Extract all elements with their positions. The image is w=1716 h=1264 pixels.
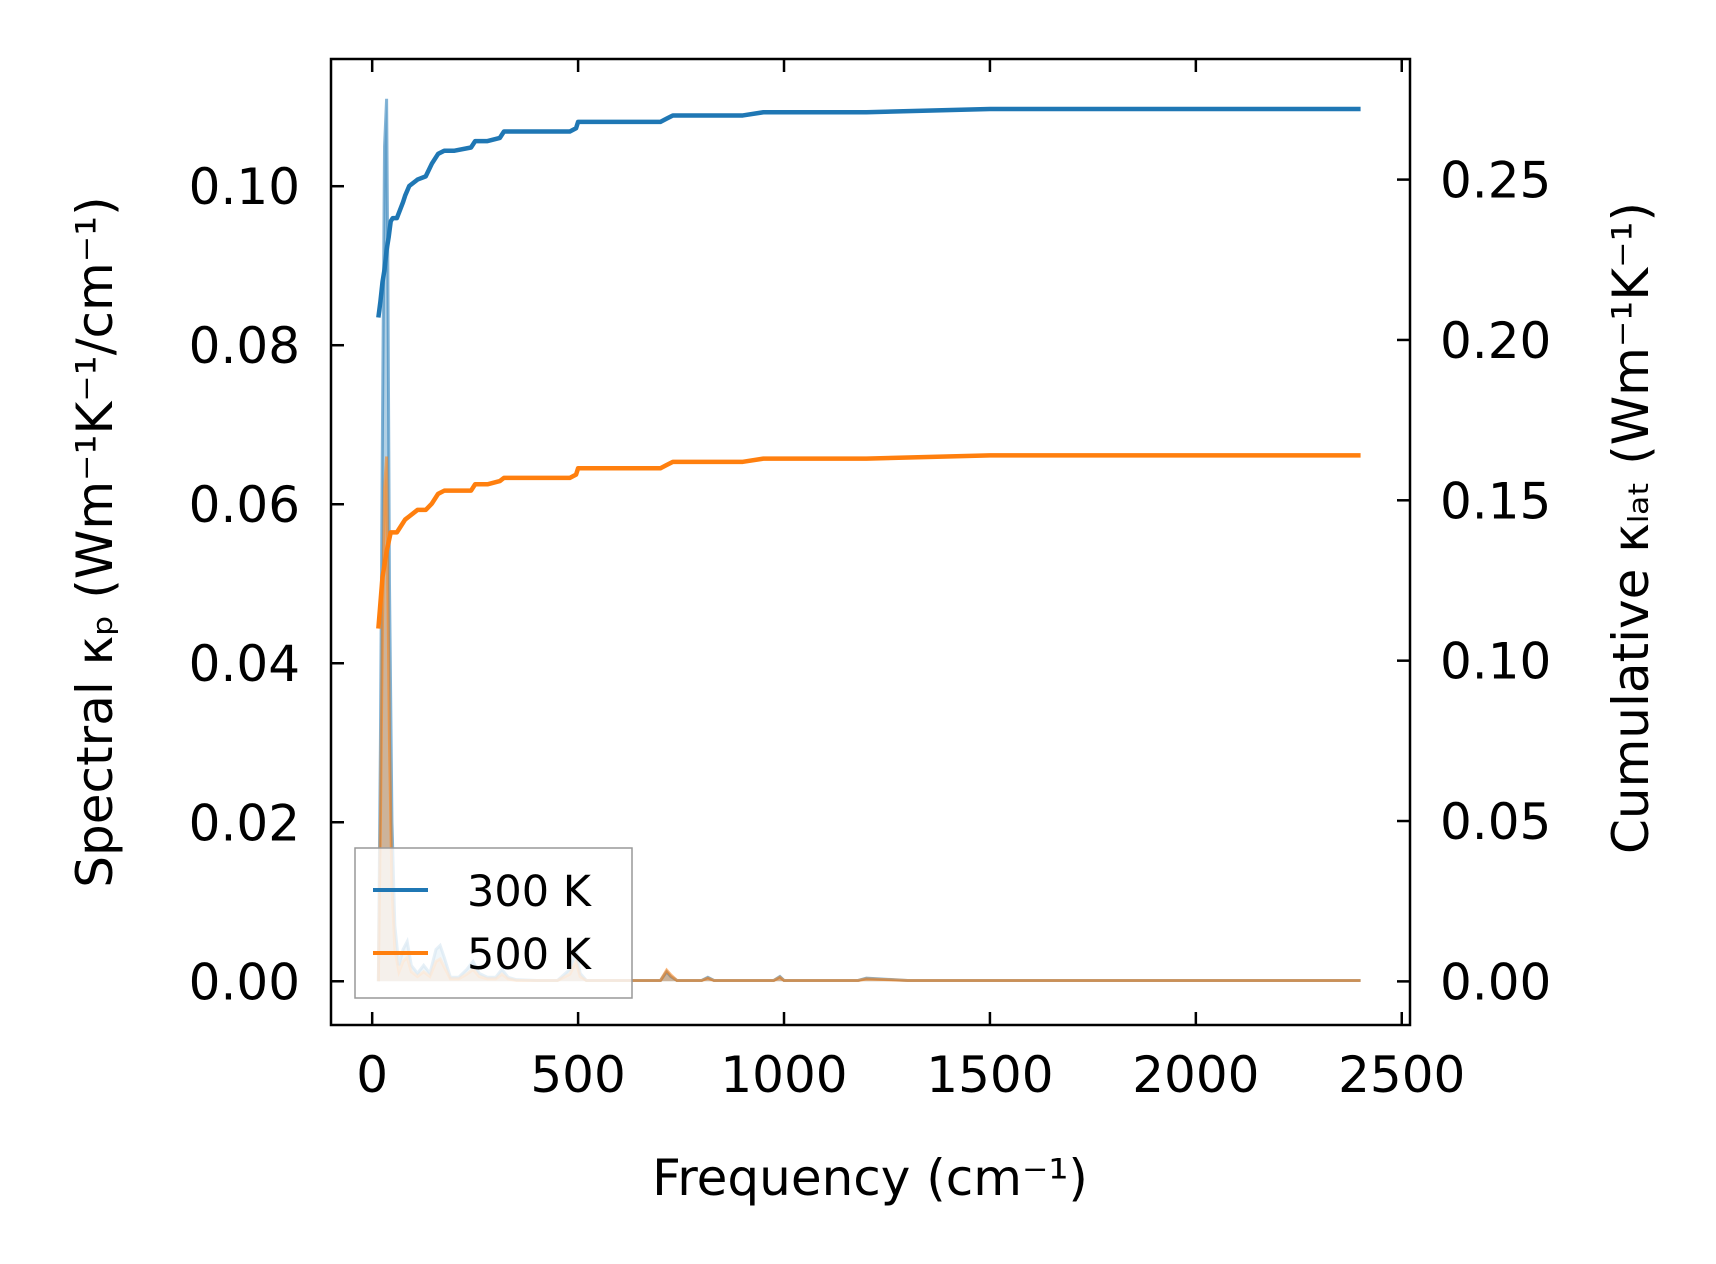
x-tick-label: 1500 <box>926 1046 1053 1104</box>
y-right-tick-label: 0.20 <box>1440 312 1551 370</box>
x-tick-label: 1000 <box>720 1046 847 1104</box>
y-right-tick-label: 0.15 <box>1440 472 1551 530</box>
cumulative-line-500k <box>376 453 1361 629</box>
x-tick-label: 2500 <box>1338 1046 1465 1104</box>
y-left-tick-label: 0.00 <box>189 953 300 1011</box>
legend-label-500k: 500 K <box>467 930 593 980</box>
x-tick-label: 500 <box>530 1046 625 1104</box>
y-left-tick-label: 0.06 <box>189 476 300 534</box>
y-right-tick-label: 0.00 <box>1440 953 1551 1011</box>
y-left-tick-label: 0.02 <box>189 794 300 852</box>
cumulative-series-layer <box>376 106 1361 629</box>
y-left-tick-label: 0.08 <box>189 317 300 375</box>
plot-frame <box>329 57 1412 1027</box>
ticks-layer: 0 500 1000 1500 2000 2500 0.00 0.02 0.04 0.06 0.08… <box>189 59 1551 1104</box>
y-right-tick-label: 0.10 <box>1440 633 1551 691</box>
x-tick-label: 2000 <box>1132 1046 1259 1104</box>
legend-label-300k: 300 K <box>467 867 593 917</box>
y-left-tick-label: 0.10 <box>189 158 300 216</box>
y-axis-right-label: Cumulative κₗₐₜ (Wm⁻¹K⁻¹) <box>1602 202 1660 854</box>
y-axis-left-label: Spectral κₚ (Wm⁻¹K⁻¹/cm⁻¹) <box>66 196 124 887</box>
y-right-tick-label: 0.05 <box>1440 793 1551 851</box>
cumulative-line-300k <box>376 106 1361 318</box>
legend: 300 K 500 K <box>354 847 633 999</box>
legend-box <box>354 847 633 999</box>
y-left-tick-label: 0.04 <box>189 635 300 693</box>
x-tick-label: 0 <box>356 1046 388 1104</box>
y-right-tick-label: 0.25 <box>1440 152 1551 210</box>
x-axis-label: Frequency (cm⁻¹) <box>652 1149 1088 1207</box>
